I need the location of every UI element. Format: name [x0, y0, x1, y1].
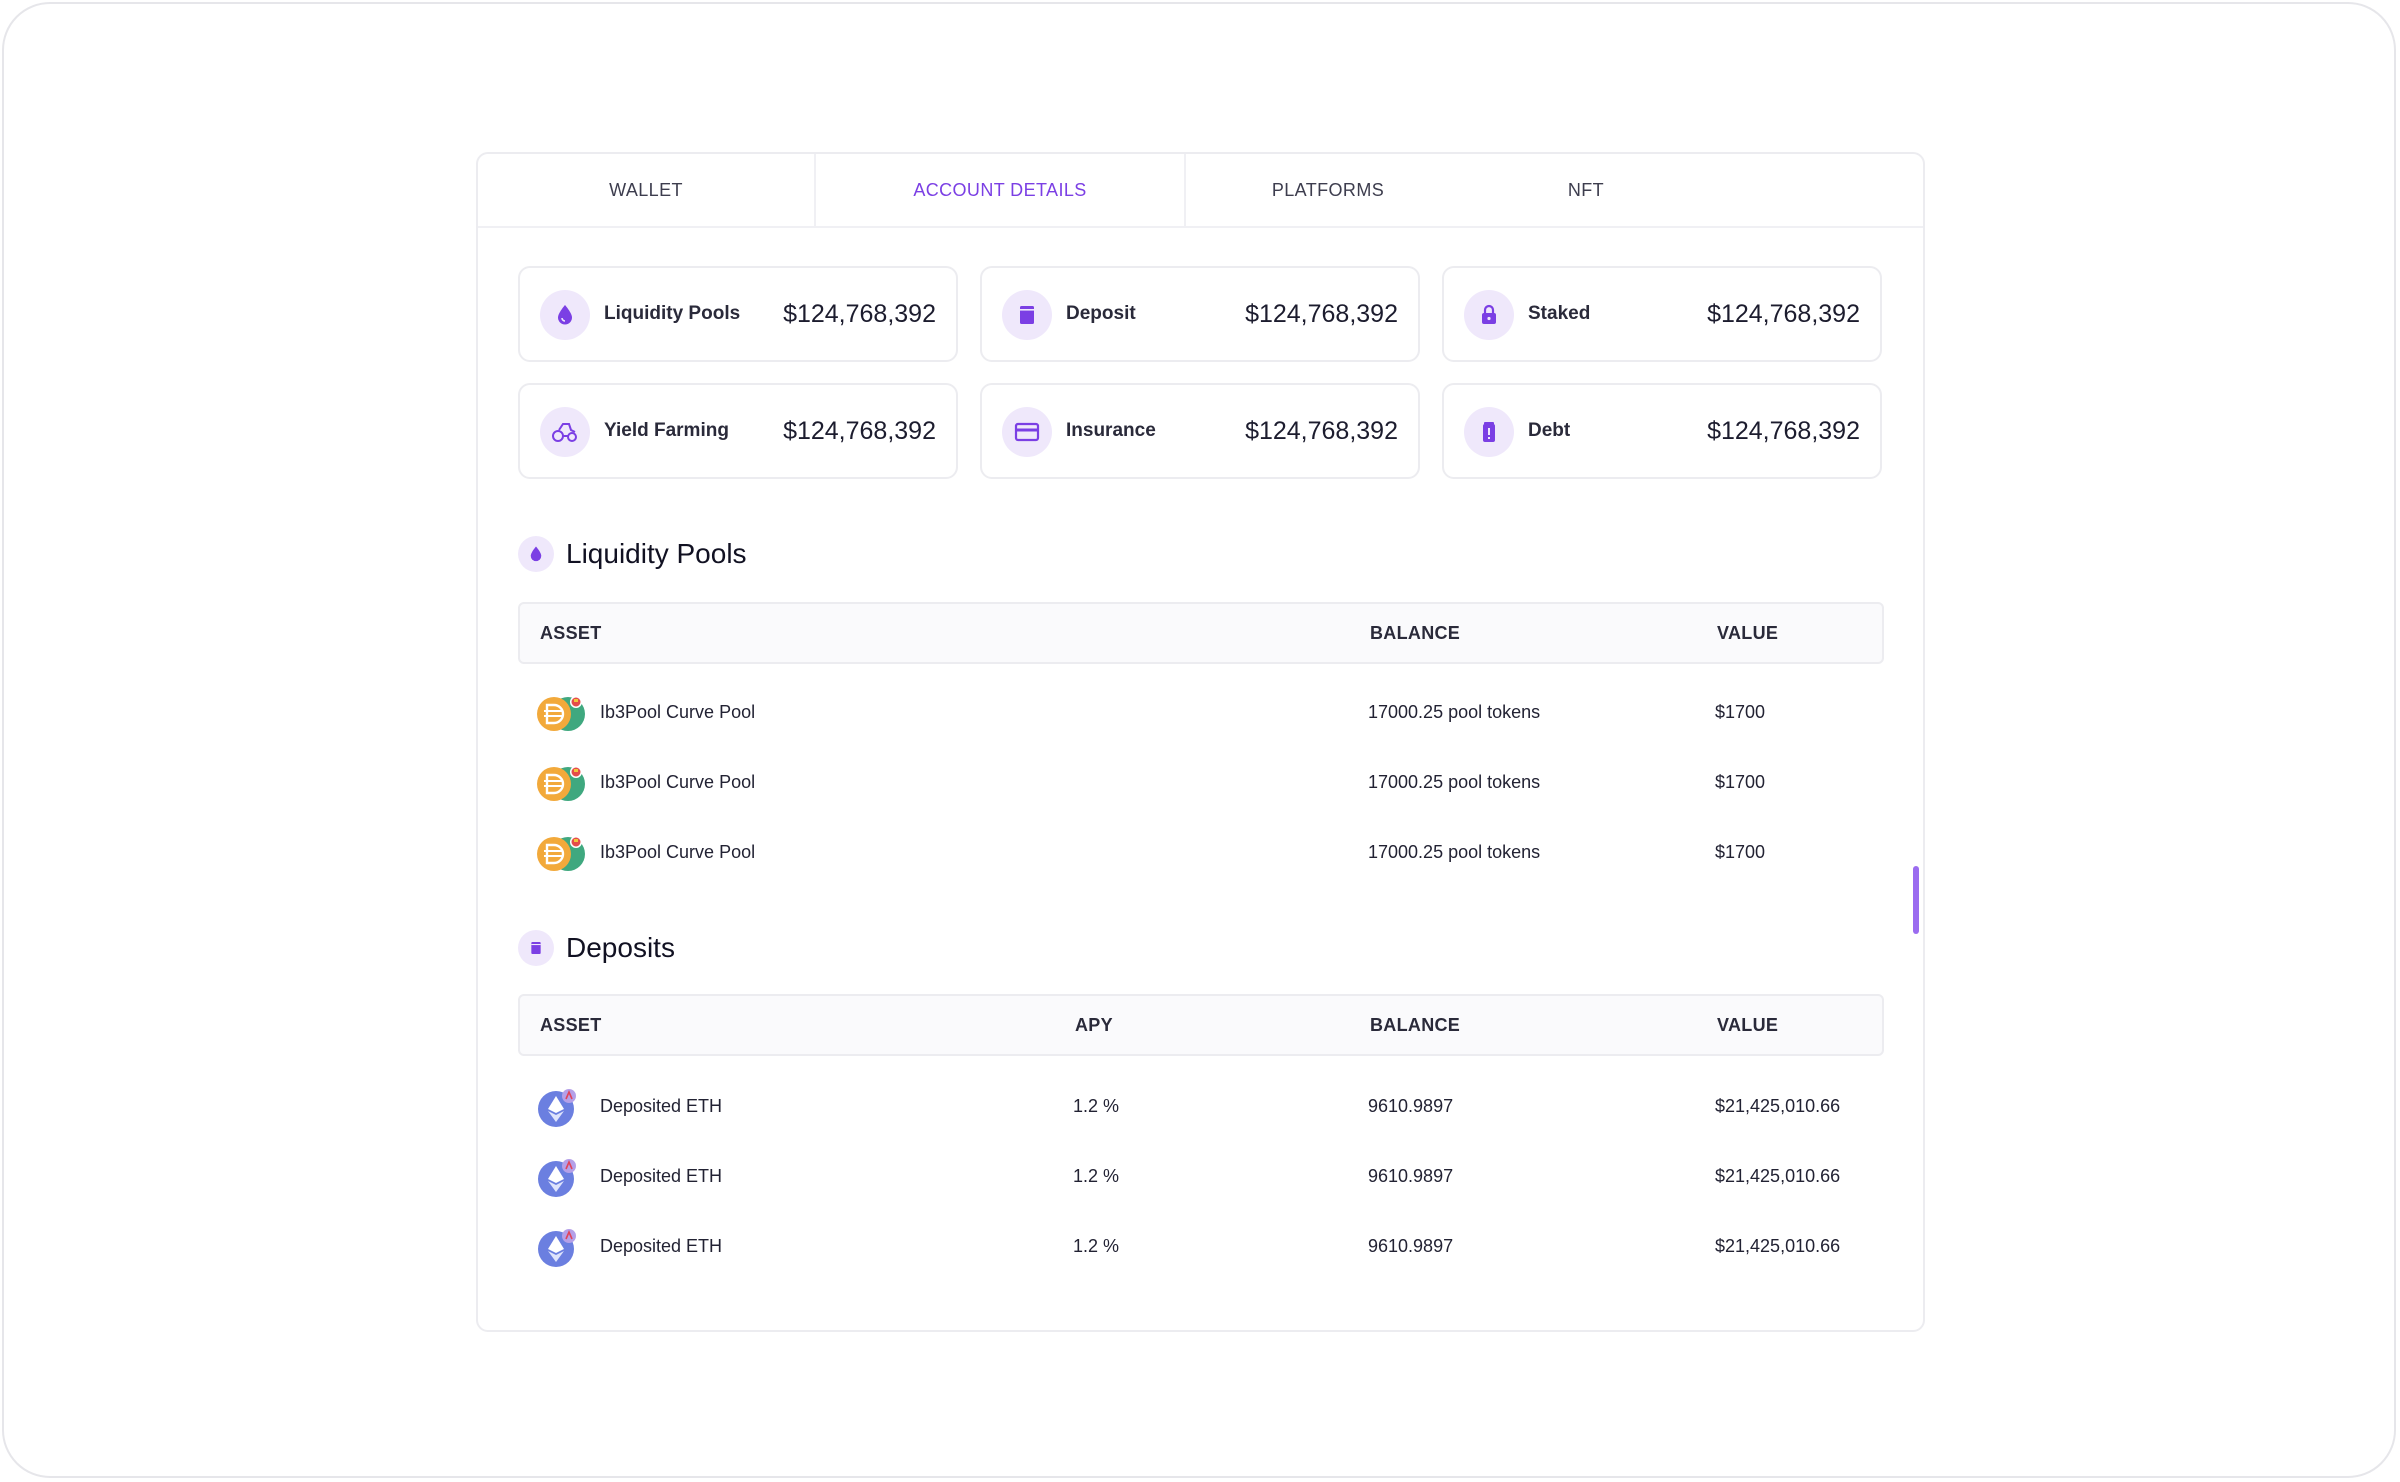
summary-card-yield-farming[interactable]: Yield Farming $124,768,392	[518, 383, 958, 479]
lock-icon	[1464, 290, 1514, 340]
deposits-heading: Deposits	[518, 928, 675, 968]
card-label: Liquidity Pools	[604, 303, 741, 324]
column-header-balance: BALANCE	[1370, 623, 1461, 643]
dai-curve-token-icon	[537, 766, 585, 801]
card-value: $124,768,392	[1707, 300, 1860, 328]
tab-wallet[interactable]: WALLET	[609, 180, 683, 200]
asset-value: $21,425,010.66	[1715, 1096, 1841, 1116]
asset-name: Deposited ETH	[600, 1166, 723, 1186]
dai-curve-token-icon	[537, 836, 585, 871]
card-value: $124,768,392	[783, 300, 936, 328]
asset-apy: 1.2 %	[1073, 1236, 1120, 1256]
tab-platforms[interactable]: PLATFORMS	[1271, 180, 1385, 200]
deposits-table-header: ASSET APY BALANCE VALUE	[518, 994, 1884, 1056]
table-row[interactable]: Deposited ETH 1.2 % 9610.9897 $21,425,01…	[518, 1216, 1884, 1276]
tab-divider	[814, 154, 816, 226]
card-label: Insurance	[1066, 420, 1156, 441]
section-title-text: Liquidity Pools	[566, 538, 747, 569]
scrollbar-thumb[interactable]	[1913, 866, 1919, 934]
card-value: $124,768,392	[1707, 417, 1860, 445]
column-header-asset: ASSET	[540, 623, 602, 643]
debt-alert-icon	[1464, 407, 1514, 457]
asset-value: $21,425,010.66	[1715, 1166, 1841, 1186]
tab-account-details[interactable]: ACCOUNT DETAILS	[913, 180, 1087, 200]
table-row[interactable]: Ib3Pool Curve Pool 17000.25 pool tokens …	[518, 682, 1884, 742]
summary-card-deposit[interactable]: Deposit $124,768,392	[980, 266, 1420, 362]
asset-balance: 17000.25 pool tokens	[1368, 842, 1541, 862]
deposit-box-icon	[518, 930, 554, 966]
eth-token-icon	[538, 1159, 576, 1197]
card-value: $124,768,392	[1245, 300, 1398, 328]
summary-card-insurance[interactable]: Insurance $124,768,392	[980, 383, 1420, 479]
summary-card-liquidity-pools[interactable]: Liquidity Pools $124,768,392	[518, 266, 958, 362]
asset-value: $1700	[1715, 772, 1766, 792]
asset-balance: 17000.25 pool tokens	[1368, 772, 1541, 792]
column-header-balance: BALANCE	[1370, 1015, 1461, 1035]
card-value: $124,768,392	[783, 417, 936, 445]
asset-balance: 17000.25 pool tokens	[1368, 702, 1541, 722]
liquidity-pools-table-header: ASSET BALANCE VALUE	[518, 602, 1884, 664]
column-header-asset: ASSET	[540, 1015, 602, 1035]
table-row[interactable]: Ib3Pool Curve Pool 17000.25 pool tokens …	[518, 822, 1884, 882]
asset-balance: 9610.9897	[1368, 1096, 1454, 1116]
dai-curve-token-icon	[537, 696, 585, 731]
tractor-icon	[540, 407, 590, 457]
asset-name: Deposited ETH	[600, 1096, 723, 1116]
tab-bar: WALLET ACCOUNT DETAILS PLATFORMS NFT	[478, 154, 1923, 228]
column-header-value: VALUE	[1717, 623, 1779, 643]
column-header-value: VALUE	[1717, 1015, 1779, 1035]
deposit-box-icon	[1002, 290, 1052, 340]
eth-token-icon	[538, 1229, 576, 1267]
tab-divider	[1184, 154, 1186, 226]
asset-name: Deposited ETH	[600, 1236, 723, 1256]
summary-card-debt[interactable]: Debt $124,768,392	[1442, 383, 1882, 479]
liquidity-pools-heading: Liquidity Pools	[518, 534, 747, 574]
asset-balance: 9610.9897	[1368, 1236, 1454, 1256]
asset-value: $1700	[1715, 842, 1766, 862]
droplet-icon	[518, 536, 554, 572]
asset-name: Ib3Pool Curve Pool	[600, 702, 756, 722]
table-row[interactable]: Ib3Pool Curve Pool 17000.25 pool tokens …	[518, 752, 1884, 812]
asset-name: Ib3Pool Curve Pool	[600, 842, 756, 862]
asset-value: $21,425,010.66	[1715, 1236, 1841, 1256]
asset-name: Ib3Pool Curve Pool	[600, 772, 756, 792]
card-value: $124,768,392	[1245, 417, 1398, 445]
table-row[interactable]: Deposited ETH 1.2 % 9610.9897 $21,425,01…	[518, 1076, 1884, 1136]
card-label: Yield Farming	[604, 420, 729, 441]
card-icon	[1002, 407, 1052, 457]
droplet-icon	[540, 290, 590, 340]
asset-apy: 1.2 %	[1073, 1166, 1120, 1186]
section-title-text: Deposits	[566, 932, 675, 963]
card-label: Staked	[1528, 303, 1591, 324]
tab-nft[interactable]: NFT	[1567, 180, 1605, 200]
table-row[interactable]: Deposited ETH 1.2 % 9610.9897 $21,425,01…	[518, 1146, 1884, 1206]
asset-value: $1700	[1715, 702, 1766, 722]
column-header-apy: APY	[1075, 1015, 1113, 1035]
card-label: Deposit	[1066, 303, 1136, 324]
card-label: Debt	[1528, 420, 1571, 441]
asset-apy: 1.2 %	[1073, 1096, 1120, 1116]
asset-balance: 9610.9897	[1368, 1166, 1454, 1186]
eth-token-icon	[538, 1089, 576, 1127]
summary-card-staked[interactable]: Staked $124,768,392	[1442, 266, 1882, 362]
account-panel: WALLET ACCOUNT DETAILS PLATFORMS NFT Liq…	[476, 152, 1925, 1332]
